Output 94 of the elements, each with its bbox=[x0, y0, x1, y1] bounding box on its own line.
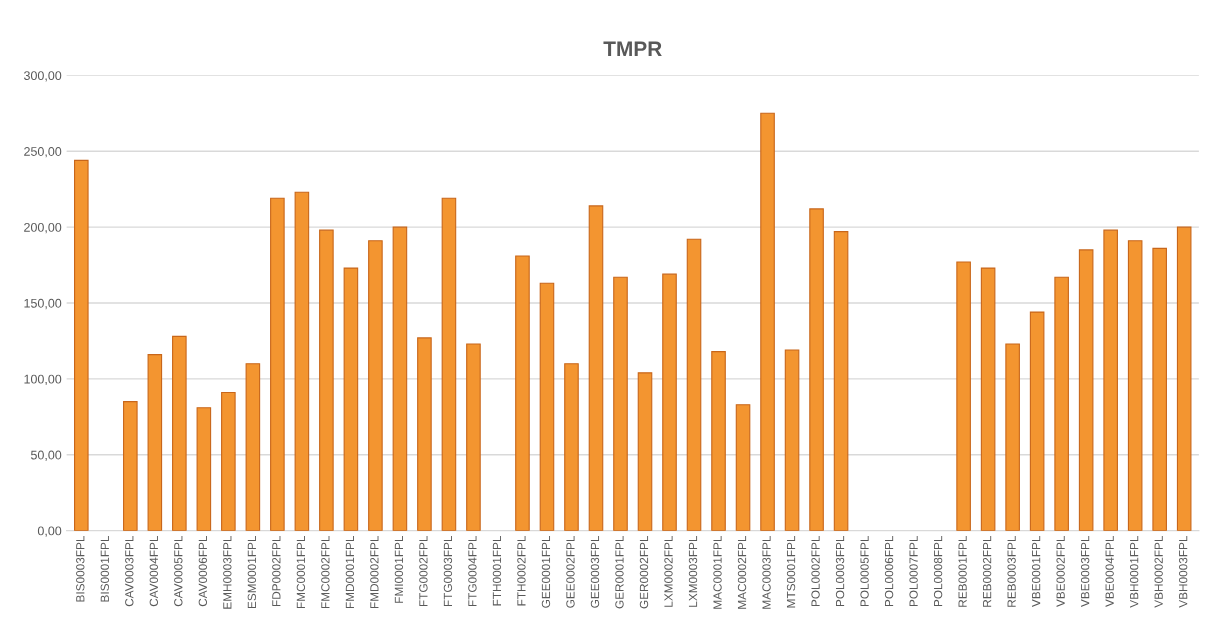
x-tick-label: CAV0006FPL bbox=[198, 535, 208, 607]
bar bbox=[637, 372, 653, 531]
bar bbox=[809, 208, 824, 531]
bar bbox=[1029, 311, 1045, 531]
x-tick-label: FMC0001FPL bbox=[296, 535, 306, 609]
x-tick-label: FTH0002FPL bbox=[517, 535, 526, 606]
x-tick-label: FTG0002FPL bbox=[419, 535, 428, 607]
bar bbox=[980, 267, 996, 531]
x-tick-label: GEE0003FPL bbox=[590, 535, 600, 608]
bar bbox=[662, 273, 677, 531]
bar bbox=[1152, 247, 1167, 531]
bar bbox=[343, 267, 359, 531]
bar bbox=[515, 255, 530, 531]
bar bbox=[1005, 343, 1020, 531]
x-tick-label: POL0002FPL bbox=[811, 535, 820, 607]
x-tick-label: MAC0003FPL bbox=[762, 535, 771, 609]
x-tick-label: FTG0003FPL bbox=[443, 535, 453, 607]
y-tick-label: 0,00 bbox=[37, 526, 62, 537]
bar bbox=[466, 343, 481, 531]
bar bbox=[1103, 229, 1118, 531]
bar bbox=[417, 337, 432, 531]
x-tick-label: LXM0002FPL bbox=[664, 535, 673, 607]
x-tick-label: VBE0001FPL bbox=[1031, 535, 1041, 607]
bar bbox=[1054, 276, 1069, 531]
x-tick-label: EMH0003FPL bbox=[223, 535, 232, 609]
bar bbox=[735, 404, 751, 531]
x-tick-label: CAV0004FPL bbox=[149, 535, 158, 607]
bar bbox=[833, 231, 849, 531]
x-tick-label: MAC0002FPL bbox=[737, 535, 747, 609]
bar bbox=[588, 205, 604, 531]
x-tick-label: GER0001FPL bbox=[615, 535, 624, 609]
x-tick-label: VBE0002FPL bbox=[1056, 535, 1065, 607]
x-tick-label: POL0008FPL bbox=[933, 535, 943, 607]
x-tick-label: MTS0001FPL bbox=[786, 535, 796, 608]
x-tick-label: CAV0003FPL bbox=[125, 535, 134, 607]
bar bbox=[172, 335, 187, 531]
bar bbox=[294, 191, 310, 531]
x-tick-label: VBH0003FPL bbox=[1178, 535, 1188, 608]
bar bbox=[147, 354, 163, 531]
bar bbox=[686, 238, 702, 531]
x-tick-label: FTG0004FPL bbox=[468, 535, 477, 607]
bar bbox=[441, 197, 457, 531]
x-tick-label: REB0003FPL bbox=[1007, 535, 1016, 607]
bar bbox=[539, 282, 555, 531]
bar bbox=[956, 261, 971, 531]
y-tick-label: 300,00 bbox=[23, 71, 62, 82]
x-tick-label: FDP0002FPL bbox=[272, 535, 281, 607]
x-tick-label: FMC0002FPL bbox=[321, 535, 330, 609]
bar bbox=[711, 351, 726, 531]
x-tick-label: FMD0002FPL bbox=[370, 535, 379, 609]
bar bbox=[368, 240, 383, 531]
x-tick-label: VBE0003FPL bbox=[1080, 535, 1090, 607]
x-tick-label: POL0007FPL bbox=[909, 535, 918, 607]
bar bbox=[270, 197, 285, 531]
bar bbox=[564, 363, 579, 531]
bar bbox=[245, 363, 261, 531]
bar bbox=[123, 401, 138, 531]
x-tick-label: GEE0002FPL bbox=[566, 535, 575, 608]
x-tick-label: LXM0003FPL bbox=[688, 535, 698, 607]
bar bbox=[1176, 226, 1192, 531]
x-tick-label: VBH0001FPL bbox=[1129, 535, 1139, 608]
x-tick-label: GEE0001FPL bbox=[541, 535, 551, 608]
x-tick-label: REB0001FPL bbox=[958, 535, 967, 607]
x-tick-label: BIS0001FPL bbox=[100, 535, 109, 602]
y-tick-label: 150,00 bbox=[24, 298, 62, 310]
y-tick-label: 200,00 bbox=[24, 222, 62, 234]
bar bbox=[196, 407, 212, 531]
bar bbox=[392, 226, 408, 531]
bar bbox=[613, 276, 628, 531]
x-tick-label: FTH0001FPL bbox=[492, 535, 502, 606]
x-tick-label: POL0006FPL bbox=[884, 535, 894, 607]
bar bbox=[74, 159, 89, 531]
x-tick-label: VBE0004FPL bbox=[1105, 535, 1114, 607]
x-tick-label: FMI0001FPL bbox=[394, 535, 404, 603]
x-tick-label: POL0005FPL bbox=[860, 535, 869, 607]
bar bbox=[221, 391, 236, 531]
bar bbox=[784, 349, 800, 531]
bar bbox=[319, 229, 334, 531]
x-tick-label: REB0002FPL bbox=[982, 535, 992, 607]
x-tick-label: BIS0003FPL bbox=[76, 535, 85, 602]
x-tick-label: FMD0001FPL bbox=[345, 535, 355, 609]
x-tick-label: GER0002FPL bbox=[639, 535, 649, 609]
y-tick-label: 100,00 bbox=[24, 374, 62, 386]
bar bbox=[1127, 240, 1143, 531]
x-tick-label: MAC0001FPL bbox=[713, 535, 722, 609]
x-tick-label: POL0003FPL bbox=[835, 535, 845, 607]
bar bbox=[1078, 249, 1094, 531]
x-tick-label: VBH0002FPL bbox=[1154, 535, 1163, 608]
x-tick-label: CAV0005FPL bbox=[174, 535, 183, 607]
y-tick-label: 250,00 bbox=[24, 147, 62, 158]
y-tick-label: 50,00 bbox=[30, 450, 62, 461]
chart-title: TMPR bbox=[603, 41, 662, 56]
bar bbox=[760, 112, 775, 531]
x-tick-label: ESM0001FPL bbox=[247, 535, 257, 609]
